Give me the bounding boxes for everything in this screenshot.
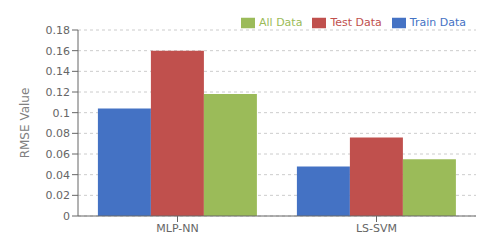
svg-text:0.1: 0.1: [53, 107, 71, 120]
html-text:Train Data: Train Data: [409, 16, 466, 29]
svg-text:LS-SVM: LS-SVM: [356, 222, 397, 235]
html-text:Test Data: Test Data: [330, 16, 382, 29]
svg-text:0.16: 0.16: [46, 45, 71, 58]
svg-text:0.18: 0.18: [46, 24, 71, 37]
svg-text:0.12: 0.12: [46, 86, 71, 99]
svg-text:MLP-NN: MLP-NN: [156, 222, 198, 235]
svg-text:0.14: 0.14: [46, 65, 71, 78]
svg-text:0.08: 0.08: [46, 127, 71, 140]
svg-text:0.02: 0.02: [46, 189, 71, 202]
html-text:All Data: All Data: [259, 16, 303, 29]
svg-text:0: 0: [63, 210, 70, 223]
svg-text:RMSE Value: RMSE Value: [18, 88, 32, 159]
svg-text:0.04: 0.04: [46, 169, 71, 182]
svg-text:0.06: 0.06: [46, 148, 71, 161]
